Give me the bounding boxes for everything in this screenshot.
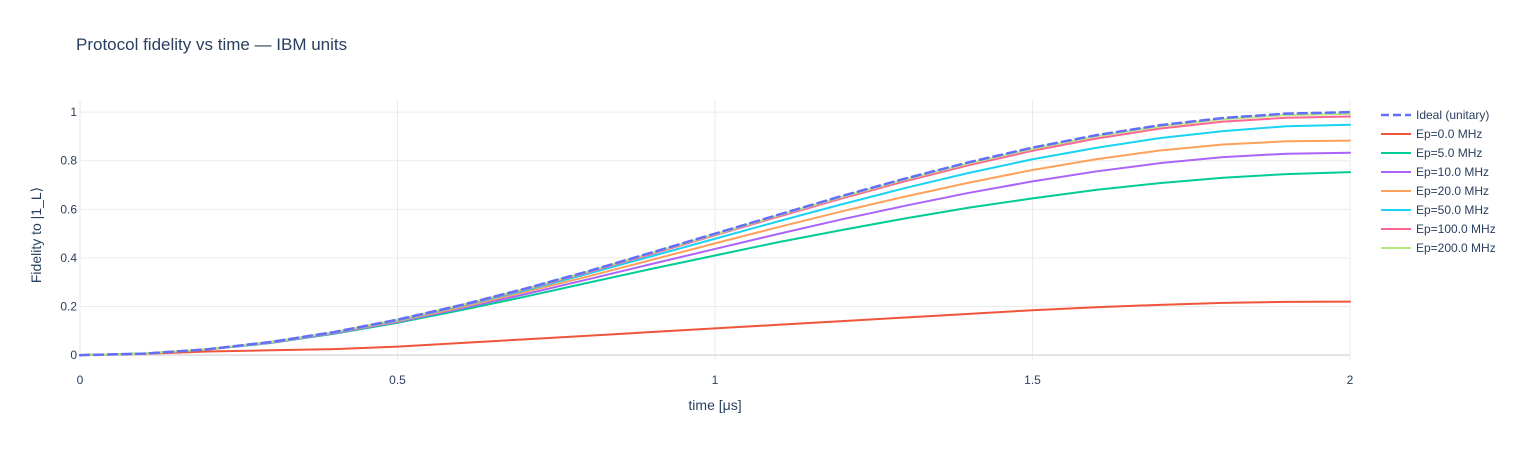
legend-item-label: Ep=0.0 MHz <box>1416 127 1482 141</box>
x-tick-label: 1.5 <box>1024 373 1041 387</box>
y-tick-label: 0.6 <box>60 202 77 216</box>
y-tick-label: 0.4 <box>60 251 77 265</box>
legend-item-label: Ep=50.0 MHz <box>1416 203 1489 217</box>
legend-item-label: Ep=200.0 MHz <box>1416 241 1496 255</box>
x-tick-label: 1 <box>712 373 719 387</box>
chart-title: Protocol fidelity vs time — IBM units <box>76 35 347 54</box>
y-axis-label: Fidelity to |1_L⟩ <box>28 187 44 283</box>
series-line-1 <box>79 300 1351 357</box>
series-lines <box>78 110 1352 357</box>
x-tick-label: 0 <box>77 373 84 387</box>
x-axis-label: time [μs] <box>688 397 741 413</box>
legend-item-label: Ep=10.0 MHz <box>1416 165 1489 179</box>
series-line-0 <box>78 110 1352 357</box>
x-tick-label: 2 <box>1347 373 1354 387</box>
y-tick-label: 0 <box>70 348 77 362</box>
legend-item-label: Ep=100.0 MHz <box>1416 222 1496 236</box>
y-tick-labels: 0 0.2 0.4 0.6 0.8 1 <box>60 105 77 362</box>
x-tick-labels: 0 0.5 1 1.5 2 <box>77 373 1354 387</box>
legend-item-label: Ep=5.0 MHz <box>1416 146 1482 160</box>
y-tick-label: 0.8 <box>60 154 77 168</box>
y-tick-label: 1 <box>70 105 77 119</box>
x-tick-label: 0.5 <box>389 373 406 387</box>
legend-item-label: Ideal (unitary) <box>1416 108 1489 122</box>
legend-item-label: Ep=20.0 MHz <box>1416 184 1489 198</box>
y-tick-label: 0.2 <box>60 300 77 314</box>
grid <box>79 100 1351 360</box>
legend: Ideal (unitary) Ep=0.0 MHz Ep=5.0 MHz Ep=10… <box>1381 108 1496 255</box>
